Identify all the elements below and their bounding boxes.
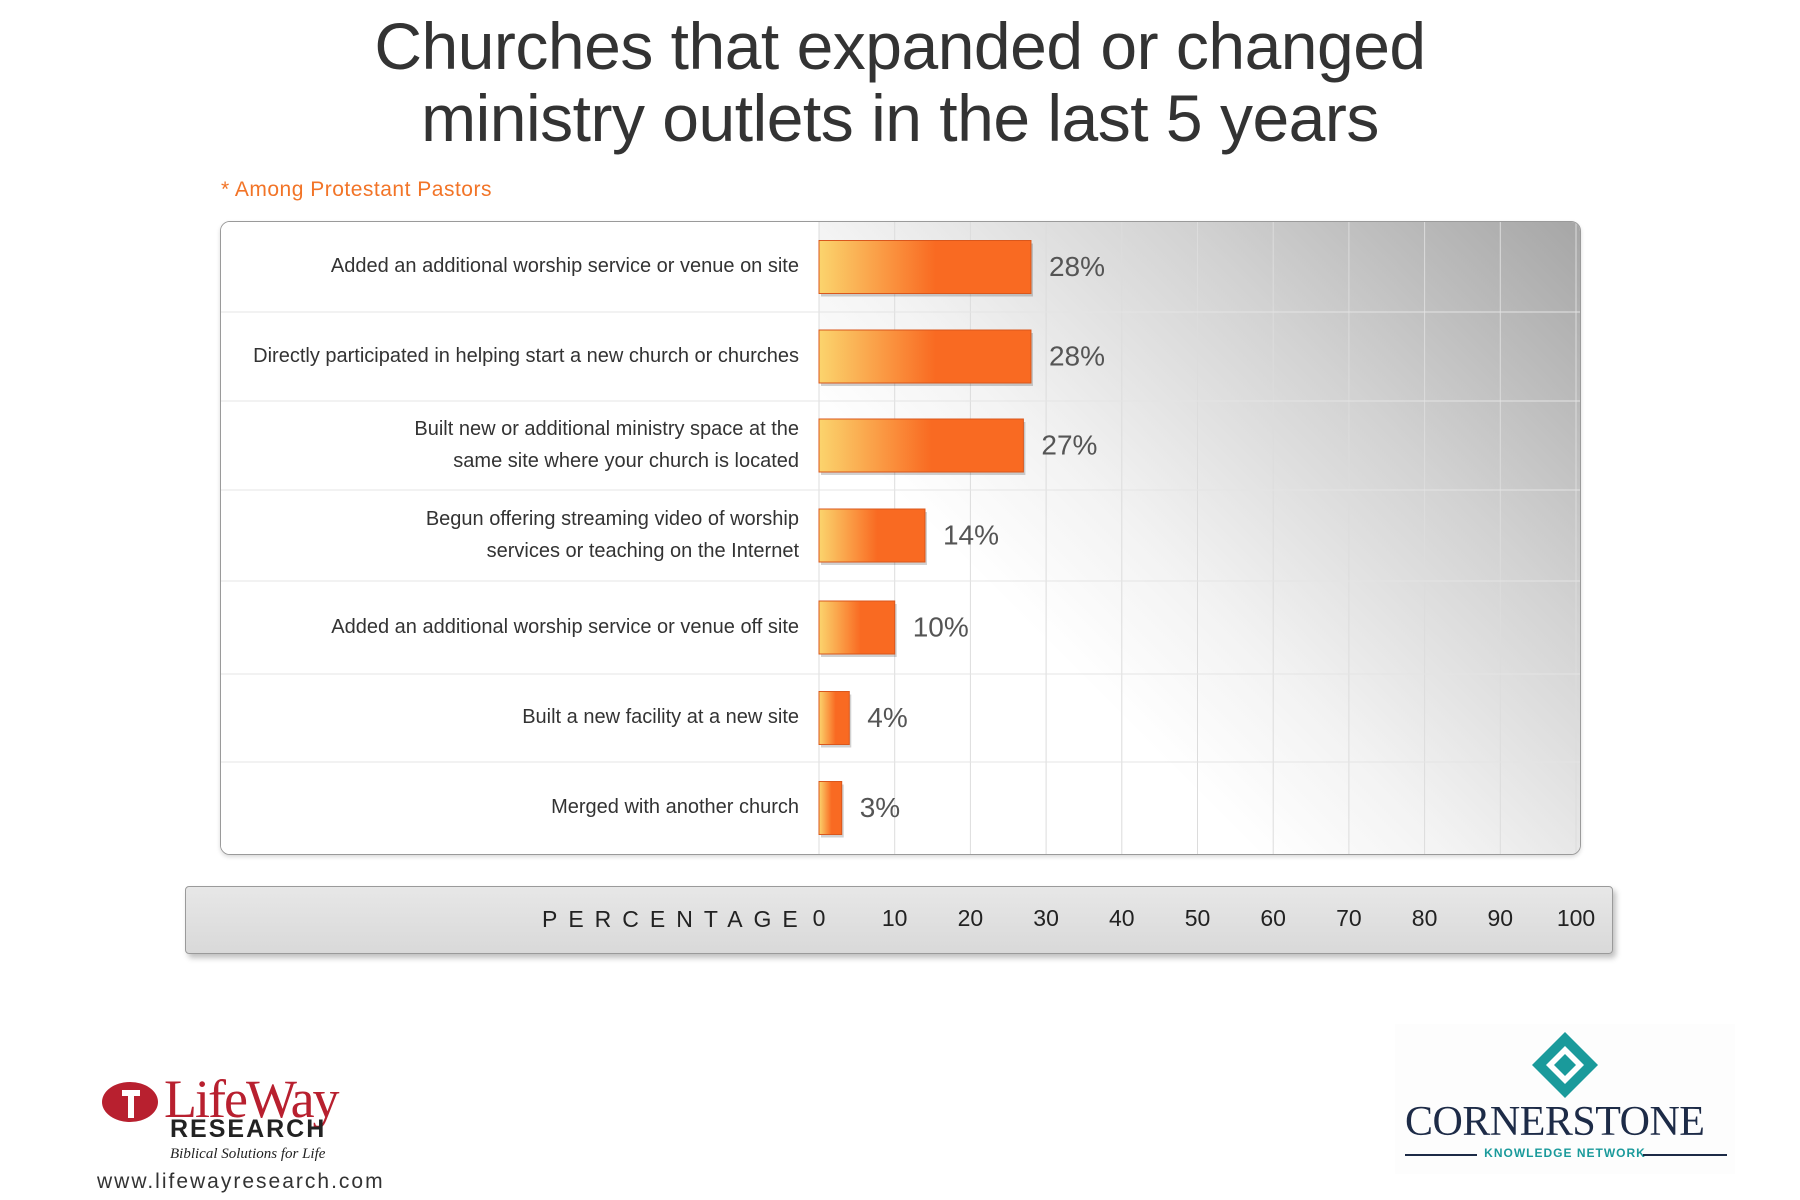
bar xyxy=(818,508,926,563)
x-tick-label: 0 xyxy=(812,905,826,931)
chart-title: Churches that expanded or changed minist… xyxy=(0,10,1800,154)
category-label: Added an additional worship service or v… xyxy=(330,255,799,277)
x-tick-label: 90 xyxy=(1487,905,1514,931)
cornerstone-subtitle: KNOWLEDGE NETWORK xyxy=(1484,1146,1646,1160)
bar-value-label: 28% xyxy=(1049,341,1105,372)
bar xyxy=(818,691,850,745)
bar xyxy=(818,418,1024,473)
category-label: Merged with another church xyxy=(551,796,799,818)
bar xyxy=(818,600,896,655)
category-label: Directly participated in helping start a… xyxy=(253,344,799,367)
chart-title-line-2: ministry outlets in the last 5 years xyxy=(421,81,1379,155)
lifeway-tagline: Biblical Solutions for Life xyxy=(170,1146,326,1162)
bar-value-label: 28% xyxy=(1049,251,1105,282)
cornerstone-diamond-icon xyxy=(1532,1032,1598,1098)
lifeway-research-word: RESEARCH xyxy=(170,1115,327,1143)
cornerstone-logo: CORNERSTONE KNOWLEDGE NETWORK xyxy=(1395,1024,1735,1174)
x-tick-label: 40 xyxy=(1109,905,1135,931)
x-axis-title: PERCENTAGE xyxy=(542,906,809,932)
plot-area: 28% 28% 27% 14% 10% 4% 3% Added an additional … xyxy=(220,221,1581,855)
lifeway-name: LifeWay xyxy=(164,1069,340,1129)
x-tick-label: 30 xyxy=(1033,905,1059,931)
bar-value-label: 3% xyxy=(860,792,900,823)
bar-value-label: 10% xyxy=(913,612,969,643)
bar xyxy=(818,781,843,835)
bar-value-label: 27% xyxy=(1041,430,1097,461)
x-tick-label: 80 xyxy=(1411,905,1438,931)
cornerstone-rule-left xyxy=(1405,1154,1477,1156)
x-axis-bar xyxy=(185,886,1613,954)
x-tick-label: 70 xyxy=(1336,905,1362,931)
category-label: Built a new facility at a new site xyxy=(522,706,799,728)
x-tick-label: 10 xyxy=(881,905,908,931)
category-label: Added an additional worship service or v… xyxy=(331,615,799,638)
lifeway-cross-icon xyxy=(102,1082,158,1122)
category-label: Begun offering streaming video of worshi… xyxy=(425,507,799,562)
chart-subtitle: * Among Protestant Pastors xyxy=(221,178,492,201)
plot-label-column xyxy=(221,222,819,854)
bar xyxy=(818,329,1032,384)
lifeway-url: www.lifewayresearch.com xyxy=(97,1170,385,1193)
category-label: Built new or additional ministry space a… xyxy=(414,417,799,472)
bar-value-label: 4% xyxy=(867,702,907,733)
cornerstone-name: CORNERSTONE xyxy=(1405,1099,1705,1145)
lifeway-research-logo: LifeWay RESEARCH Biblical Solutions for … xyxy=(100,1060,400,1170)
bar-chart-svg: 28% 28% 27% 14% 10% 4% 3% xyxy=(221,222,1580,854)
cornerstone-rule-right xyxy=(1643,1154,1727,1156)
x-tick-label: 60 xyxy=(1260,905,1286,931)
chart-title-line-1: Churches that expanded or changed xyxy=(374,9,1426,83)
x-tick-label: 100 xyxy=(1556,905,1596,931)
x-tick-label: 20 xyxy=(957,905,984,931)
bar xyxy=(818,240,1032,294)
x-tick-label: 50 xyxy=(1184,905,1211,931)
bar-value-label: 14% xyxy=(943,520,999,551)
